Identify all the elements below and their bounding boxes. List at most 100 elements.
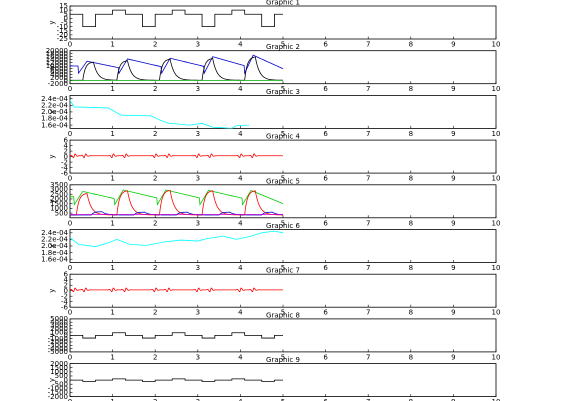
x-tick-label: 3 — [196, 85, 200, 93]
y-tick-label: 500 — [55, 372, 68, 380]
plot-frame — [69, 5, 497, 40]
graphic-title: Graphic 3 — [266, 88, 300, 96]
x-tick-label: 6 — [323, 219, 328, 227]
x-tick-label: 9 — [451, 130, 455, 138]
y-tick-label: 2000 — [50, 325, 68, 333]
graphic-6: Graphic 60 1 2 3 4 5 6 7 8 9 101.6e-041.8e-042.0e-… — [41, 222, 500, 272]
x-tick-label: 7 — [366, 175, 370, 183]
graphic-title: Graphic 7 — [266, 267, 300, 275]
x-tick-label: 4 — [238, 353, 243, 361]
x-tick-label: 8 — [409, 398, 413, 401]
x-tick-label: 10 — [492, 309, 501, 317]
y-axis-label: y — [48, 289, 56, 293]
y-tick-label: 1.6e-04 — [41, 121, 68, 129]
y-axis-label: y — [48, 244, 56, 248]
y-tick-label: -4000 — [48, 345, 68, 353]
y-axis-label: y — [48, 333, 56, 337]
x-tick-label: 6 — [323, 264, 328, 272]
y-tick-label: -1000 — [48, 385, 68, 393]
x-tick-label: 9 — [451, 85, 455, 93]
x-tick-label: 1 — [110, 398, 114, 401]
x-tick-label: 6 — [323, 353, 328, 361]
x-tick-label: 10 — [492, 85, 501, 93]
y-tick-label: -6 — [61, 303, 69, 311]
graphic-title: Graphic 5 — [266, 177, 300, 185]
y-tick-label: 2.0e-04 — [41, 108, 68, 116]
y-tick-label: 0 — [64, 287, 68, 295]
x-tick-label: 7 — [366, 85, 370, 93]
x-tick-label: 10 — [492, 130, 501, 138]
y-tick-label: 2 — [64, 281, 68, 289]
x-tick-label: 9 — [451, 175, 455, 183]
x-tick-label: 3 — [196, 130, 200, 138]
y-tick-label: 0 — [64, 376, 68, 384]
y-tick-label: -2 — [61, 158, 68, 166]
x-tick-label: 5 — [281, 309, 285, 317]
x-tick-label: 2 — [153, 175, 157, 183]
y-tick-label: 1500 — [50, 364, 68, 372]
y-axis-label: y — [48, 110, 56, 114]
y-tick-label: 18000 — [46, 50, 68, 58]
x-tick-label: 7 — [366, 41, 370, 49]
x-tick-label: 3 — [196, 353, 200, 361]
x-tick-label: 0 — [68, 85, 72, 93]
y-axis-label: y — [48, 378, 56, 382]
x-tick-label: 0 — [68, 309, 72, 317]
graphic-title: Graphic 9 — [266, 356, 300, 364]
x-tick-label: 0 — [68, 130, 72, 138]
x-tick-label: 2 — [153, 398, 157, 401]
graphic-title: Graphic 8 — [266, 311, 300, 319]
x-tick-label: 5 — [281, 85, 285, 93]
graphic-3: Graphic 30 1 2 3 4 5 6 7 8 9 101.6e-041.8e-042.0e-… — [41, 88, 500, 138]
y-tick-label: 2500 — [50, 190, 68, 198]
y-tick-label: -10 — [57, 23, 68, 31]
y-tick-label: -4 — [61, 164, 69, 172]
x-tick-label: 6 — [323, 175, 328, 183]
x-tick-label: 2 — [153, 219, 157, 227]
x-tick-label: 9 — [451, 219, 455, 227]
x-tick-label: 7 — [366, 130, 370, 138]
y-tick-label: 2.4e-04 — [41, 95, 68, 103]
x-tick-label: 8 — [409, 309, 413, 317]
series-line-1 — [70, 378, 283, 382]
x-tick-label: 4 — [238, 309, 243, 317]
x-tick-label: 7 — [366, 309, 370, 317]
y-tick-label: 2000 — [50, 360, 68, 368]
x-tick-label: 2 — [153, 85, 157, 93]
x-tick-label: 8 — [409, 264, 413, 272]
x-tick-label: 5 — [281, 41, 285, 49]
y-tick-label: 5 — [64, 10, 68, 18]
x-tick-label: 8 — [409, 175, 413, 183]
x-tick-label: 0 — [68, 175, 72, 183]
x-tick-label: 10 — [492, 398, 501, 401]
series-line-1 — [70, 230, 284, 248]
y-tick-label: 2000 — [50, 195, 68, 203]
graphic-title: Graphic 1 — [266, 0, 300, 7]
x-tick-label: 1 — [110, 175, 114, 183]
series-line-1 — [70, 153, 283, 158]
x-tick-label: 4 — [238, 264, 243, 272]
x-tick-label: 10 — [492, 175, 501, 183]
y-tick-label: -20 — [57, 31, 68, 39]
y-tick-label: 3500 — [50, 181, 68, 189]
x-tick-label: 4 — [238, 398, 243, 401]
x-tick-label: 1 — [110, 353, 114, 361]
y-tick-label: 20000 — [46, 47, 68, 55]
y-tick-label: 2 — [64, 147, 68, 155]
y-tick-label: 3000 — [50, 186, 68, 194]
y-tick-label: -25 — [57, 35, 68, 43]
x-tick-label: 6 — [323, 309, 328, 317]
y-tick-label: 16000 — [46, 53, 68, 61]
graphic-5: Graphic 50 1 2 3 4 5 6 7 8 9 105001000150020002500… — [48, 177, 500, 227]
plot-frame — [69, 229, 497, 263]
y-tick-label: 4000 — [50, 318, 68, 326]
x-tick-label: 3 — [196, 175, 200, 183]
series-line-1 — [70, 9, 283, 28]
y-tick-label: 2.4e-04 — [41, 229, 68, 237]
y-tick-label: 4 — [64, 142, 69, 150]
x-tick-label: 2 — [153, 264, 157, 272]
series-line-1 — [70, 100, 249, 129]
x-tick-label: 2 — [153, 309, 157, 317]
x-tick-label: 0 — [68, 264, 72, 272]
